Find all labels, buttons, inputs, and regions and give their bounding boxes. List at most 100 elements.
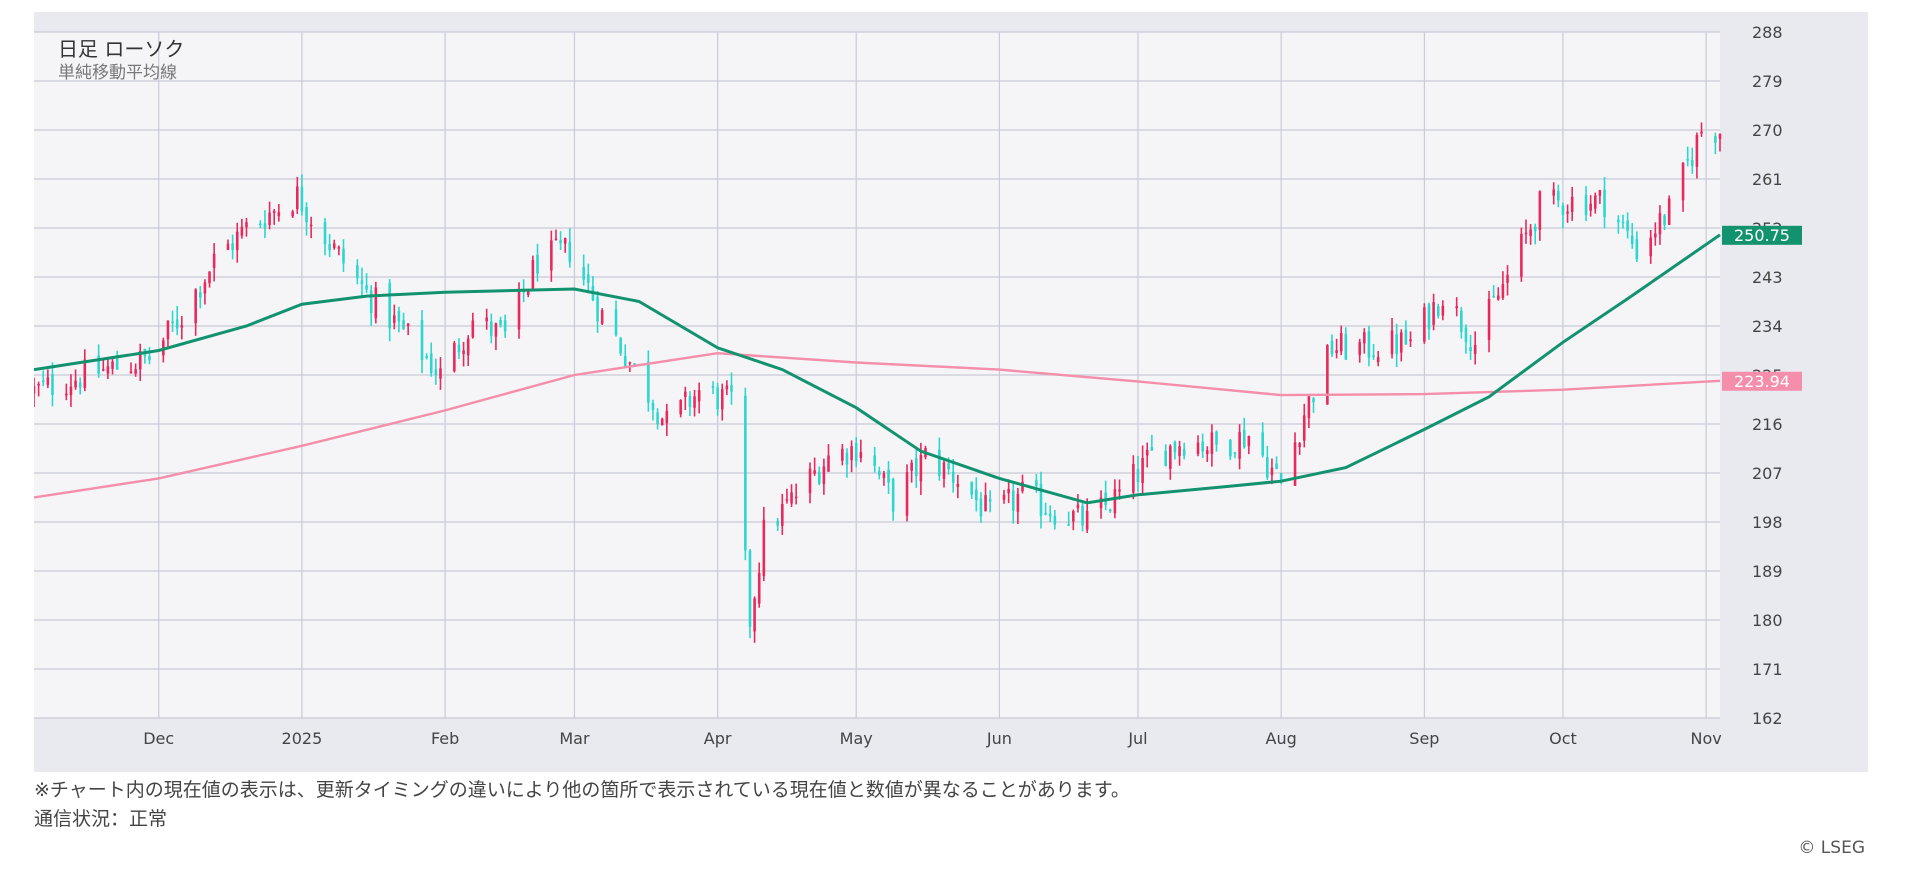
candle [138, 343, 142, 381]
candle-body [854, 443, 858, 462]
candle [356, 259, 359, 285]
candle-body [1118, 489, 1121, 492]
candle [1182, 442, 1186, 460]
candle [878, 466, 881, 480]
candle [342, 239, 345, 272]
candle-body [69, 386, 73, 396]
candle [1552, 182, 1556, 205]
candle [582, 254, 585, 286]
candle-body [1557, 190, 1560, 201]
candle [716, 382, 719, 416]
candle-body [1302, 415, 1306, 441]
candle-body [905, 472, 909, 516]
candle-body [462, 350, 465, 355]
candle [34, 377, 36, 408]
candle-body [817, 471, 821, 484]
candle [1529, 224, 1532, 245]
candle-body [628, 362, 632, 364]
candle [485, 308, 488, 330]
candle-body [1409, 339, 1412, 342]
candle [850, 440, 853, 473]
candle [1141, 445, 1144, 495]
candle-body [688, 396, 692, 408]
candle [1312, 396, 1315, 413]
candle-body [305, 207, 308, 223]
candle-body [1487, 298, 1491, 340]
candle-body [134, 369, 137, 374]
candle [614, 300, 618, 337]
candle [827, 444, 830, 472]
candle-body [235, 231, 239, 251]
candle-body [337, 247, 341, 249]
candle [101, 359, 105, 372]
candle-body [115, 356, 119, 370]
candle-body [1395, 334, 1398, 355]
candle-body [212, 253, 216, 268]
candle [550, 230, 553, 282]
candle-body [1279, 473, 1283, 483]
candle [951, 458, 955, 493]
candle-body [1566, 211, 1569, 214]
candle-body [203, 282, 207, 294]
candle [503, 314, 507, 338]
candle-body [623, 355, 627, 367]
candle [1593, 192, 1597, 214]
candle-body [1667, 198, 1671, 225]
candle [1395, 323, 1398, 368]
candle-body [845, 452, 849, 465]
candle-body [328, 243, 331, 250]
candle-body [568, 241, 572, 263]
candle-body [1178, 446, 1181, 456]
candle-body [679, 400, 682, 415]
candle [1686, 146, 1689, 167]
candle-body [1469, 347, 1472, 352]
candle-body [1617, 219, 1620, 223]
candle [559, 231, 562, 251]
candle [51, 362, 54, 407]
candle [1621, 214, 1625, 229]
candle [1178, 440, 1181, 466]
candle-body [1021, 481, 1024, 492]
y-tick-label: 279 [1752, 72, 1783, 91]
candle [956, 474, 960, 499]
candle-body [46, 377, 50, 385]
candle-body [600, 310, 604, 324]
candle [1496, 287, 1500, 301]
candle [494, 322, 498, 351]
candle [457, 338, 461, 359]
candle [1492, 285, 1495, 298]
candle [1695, 132, 1699, 179]
candle [1533, 223, 1537, 245]
candle-body [1169, 445, 1172, 469]
chart-container: 2882792702612522432342252162071981891801… [34, 12, 1868, 772]
candle [1376, 350, 1380, 367]
x-tick-label: Jul [1127, 729, 1147, 748]
candle-body [665, 410, 669, 424]
candle [65, 383, 68, 401]
candle-body [263, 223, 267, 229]
candle-body [891, 479, 895, 512]
candle [1654, 222, 1657, 246]
x-tick-label: Mar [559, 729, 590, 748]
sma-long-value-tag-text: 223.94 [1734, 372, 1790, 391]
candle-body [1141, 457, 1144, 483]
candle [111, 356, 114, 375]
candle-body [1011, 490, 1015, 511]
candle-body [850, 446, 853, 461]
candle-body [988, 499, 992, 502]
candle-body [1533, 226, 1537, 232]
candle [813, 457, 816, 476]
candle [1390, 318, 1394, 359]
candle-body [1335, 350, 1338, 353]
candle [1201, 433, 1204, 459]
candle [1557, 184, 1560, 208]
candle [1566, 204, 1569, 223]
candle-body [1164, 450, 1167, 466]
candle [762, 506, 766, 582]
candle-body [1247, 435, 1251, 447]
candle-body [1635, 239, 1639, 260]
candle-body [1501, 284, 1505, 298]
candle [1464, 324, 1468, 354]
candle-body [1524, 232, 1528, 235]
candle-body [1266, 457, 1269, 478]
